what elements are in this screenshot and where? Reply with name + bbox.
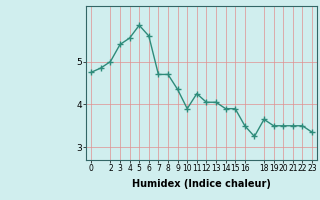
X-axis label: Humidex (Indice chaleur): Humidex (Indice chaleur) <box>132 179 271 189</box>
